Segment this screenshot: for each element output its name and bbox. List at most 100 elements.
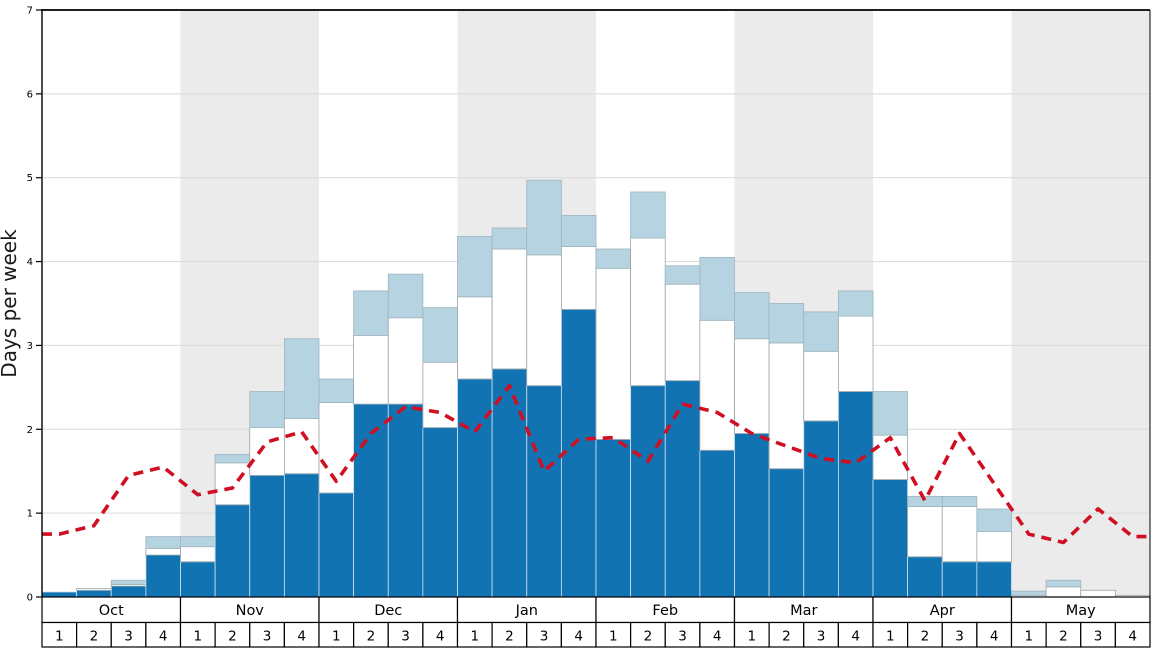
week-cell (179, 621, 216, 648)
month-label-dec: Dec (374, 603, 402, 619)
dark-blue-bars-segment (214, 504, 251, 598)
week-label: 1 (55, 628, 64, 644)
month-label-nov: Nov (236, 603, 265, 619)
month-cell-may (1010, 596, 1151, 624)
light-blue-bars-segment (318, 378, 355, 403)
dark-blue-bars-segment (422, 427, 458, 598)
dark-blue-bars-segment (734, 433, 770, 598)
week-label: 3 (955, 628, 964, 644)
light-blue-bars-segment (872, 391, 909, 436)
y-tick-label-3: 3 (27, 341, 33, 352)
week-label: 3 (817, 628, 826, 644)
dark-blue-bars-segment (457, 378, 493, 598)
dark-blue-bars-segment (595, 438, 632, 598)
dark-blue-bars-segment (76, 589, 112, 598)
dark-blue-bars-segment (353, 403, 389, 598)
week-label: 1 (609, 628, 618, 644)
white-bars-segment (734, 338, 770, 434)
light-blue-bars-segment (387, 273, 424, 319)
light-blue-bars-segment (353, 290, 389, 336)
week-label: 2 (782, 628, 791, 644)
light-blue-bars-segment (283, 338, 320, 419)
week-cell (249, 621, 285, 648)
week-label: 2 (505, 628, 514, 644)
y-tick-label-6: 6 (27, 89, 33, 100)
week-cell (318, 621, 355, 648)
week-label: 1 (194, 628, 203, 644)
week-cell (733, 621, 770, 648)
white-bars-segment (595, 267, 632, 440)
dark-blue-bars-segment (699, 449, 735, 598)
week-cell (699, 621, 736, 648)
dark-blue-bars-segment (837, 391, 874, 598)
light-blue-bars-segment (145, 536, 181, 549)
dark-blue-bars-segment (180, 561, 216, 598)
dark-blue-bars-segment (664, 380, 701, 598)
week-cell (941, 621, 978, 648)
white-bars-segment (907, 506, 943, 558)
light-blue-bars-segment (422, 307, 458, 363)
dark-blue-bars-segment (110, 585, 147, 598)
white-bars-segment (249, 427, 285, 476)
week-label: 3 (124, 628, 133, 644)
dark-blue-bars-segment (41, 591, 78, 598)
light-blue-bars-segment (214, 454, 251, 464)
month-cell-mar (733, 596, 874, 624)
week-label: 4 (1128, 628, 1137, 644)
white-bars-segment (76, 588, 112, 591)
week-label: 2 (367, 628, 376, 644)
week-label: 1 (471, 628, 480, 644)
week-cell (976, 621, 1013, 648)
week-cell (145, 621, 182, 648)
dark-blue-bars-segment (249, 475, 285, 598)
week-cell (214, 621, 251, 648)
month-label-may: May (1066, 603, 1096, 619)
week-label: 1 (886, 628, 895, 644)
y-axis-title: Days per week (0, 229, 21, 378)
light-blue-bars-segment (110, 579, 147, 585)
white-bars-segment (837, 315, 874, 392)
week-cell (872, 621, 909, 648)
dark-blue-bars-segment (560, 308, 597, 598)
light-blue-bars-segment (837, 290, 874, 317)
week-cell (907, 621, 943, 648)
week-label: 2 (921, 628, 930, 644)
week-label: 2 (1059, 628, 1068, 644)
white-bars-segment (664, 283, 701, 382)
white-bars-segment (318, 402, 355, 494)
white-bars-segment (560, 246, 597, 310)
week-label: 4 (297, 628, 306, 644)
dark-blue-bars-segment (283, 473, 320, 598)
white-bars-segment (941, 506, 978, 563)
week-cell (837, 621, 874, 648)
white-bars-segment (1045, 586, 1082, 598)
white-bars-segment (387, 317, 424, 405)
week-cell (1080, 621, 1116, 648)
week-label: 2 (644, 628, 653, 644)
light-blue-bars-segment (457, 236, 493, 298)
dark-blue-bars-segment (387, 403, 424, 598)
month-label-oct: Oct (99, 603, 124, 619)
white-bars-segment (803, 350, 839, 422)
y-tick-label-1: 1 (27, 509, 33, 520)
light-blue-bars-segment (180, 536, 216, 548)
white-bars-segment (526, 254, 562, 387)
white-bars-segment (630, 237, 666, 387)
month-cell-dec (318, 596, 459, 624)
white-bars-segment (214, 462, 251, 506)
light-blue-bars-segment (734, 292, 770, 340)
light-blue-bars-segment (491, 227, 528, 250)
week-label: 4 (574, 628, 583, 644)
week-cell (595, 621, 632, 648)
week-label: 3 (401, 628, 410, 644)
light-blue-bars-segment (630, 191, 666, 239)
dark-blue-bars-segment (526, 385, 562, 598)
week-cell (283, 621, 320, 648)
week-label: 1 (748, 628, 757, 644)
light-blue-bars-segment (595, 248, 632, 269)
y-tick-label-2: 2 (27, 425, 33, 436)
dark-blue-bars-segment (976, 561, 1012, 598)
week-label: 3 (678, 628, 687, 644)
dark-blue-bars-segment (803, 420, 839, 598)
y-tick-label-5: 5 (27, 173, 33, 184)
